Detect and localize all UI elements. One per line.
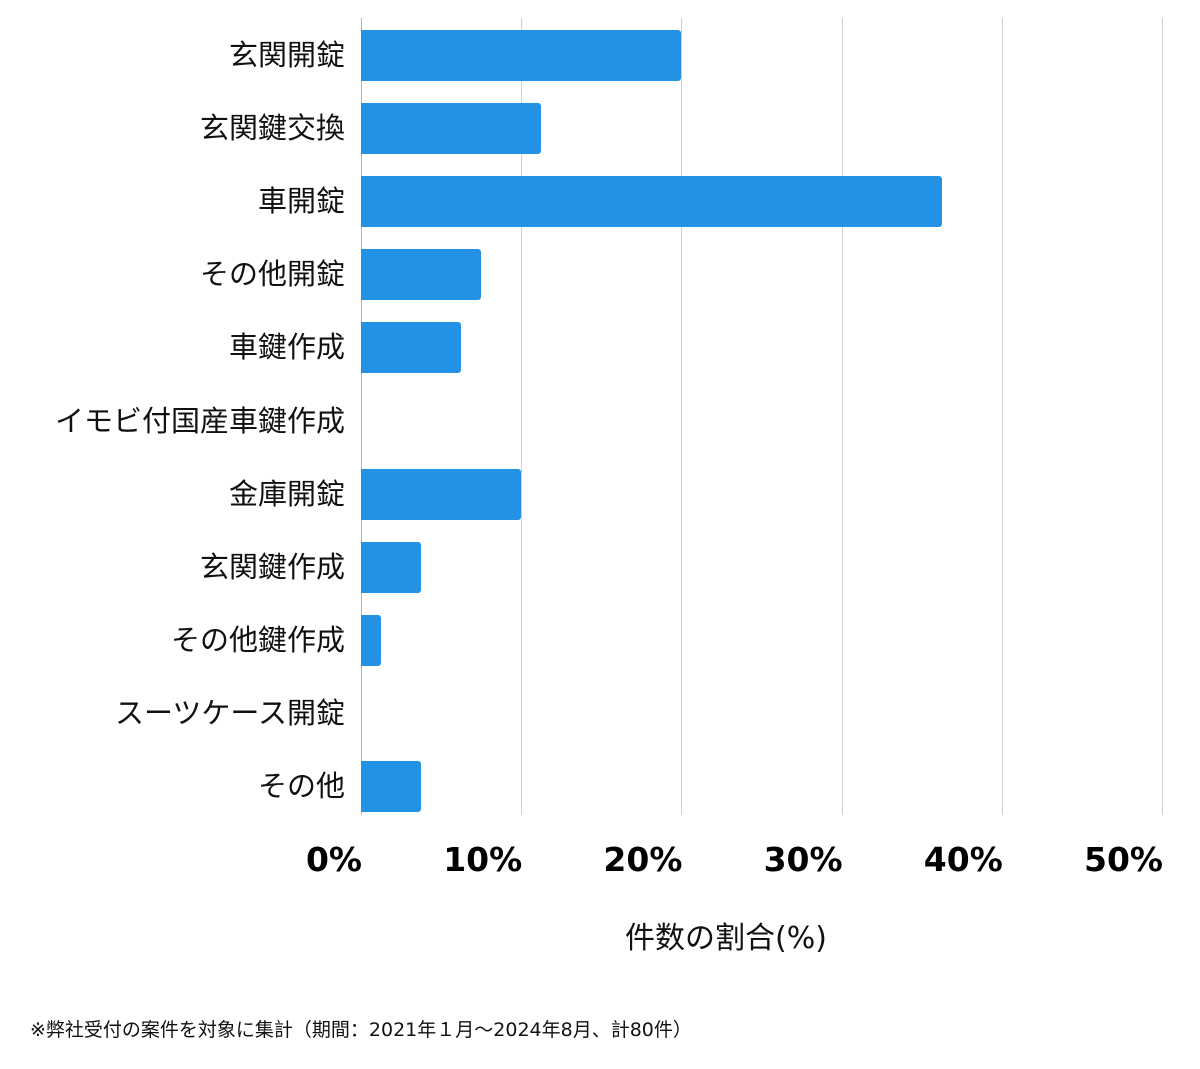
horizontal-bar-chart: 玄関開錠玄関鍵交換車開錠その他開錠車鍵作成イモビ付国産車鍵作成金庫開錠玄関鍵作成… <box>54 18 1163 956</box>
category-label: 車開錠 <box>257 184 345 219</box>
gridline <box>681 18 683 815</box>
bar <box>361 322 462 374</box>
gridline <box>1001 18 1003 815</box>
gridline <box>841 18 843 815</box>
x-tick-label: 10% <box>443 840 523 879</box>
category-label: 金庫開錠 <box>228 476 345 511</box>
category-label: 車鍵作成 <box>228 330 345 365</box>
plot-area <box>361 18 1163 815</box>
bar <box>361 614 382 666</box>
bar <box>361 249 482 301</box>
gridline <box>521 18 523 815</box>
bar <box>361 541 422 593</box>
bar <box>361 468 522 520</box>
category-label: その他開錠 <box>199 257 345 292</box>
bar <box>361 103 542 155</box>
category-label: イモビ付国産車鍵作成 <box>54 403 345 438</box>
category-label: その他鍵作成 <box>170 622 345 657</box>
x-tick-label: 40% <box>923 840 1003 879</box>
category-label: 玄関鍵作成 <box>199 549 345 584</box>
bar <box>361 176 942 228</box>
gridline <box>1162 18 1163 815</box>
gridline <box>361 18 362 815</box>
category-label: その他 <box>257 769 345 803</box>
x-tick-label: 50% <box>1084 840 1163 879</box>
x-tick-label: 20% <box>603 840 683 879</box>
category-label: 玄関鍵交換 <box>199 111 345 146</box>
x-tick-label: 0% <box>305 840 362 879</box>
bar <box>361 30 682 81</box>
x-tick-label: 30% <box>763 840 843 879</box>
bar <box>361 761 422 812</box>
footnote: ※弊社受付の案件を対象に集計（期間：2021年１月〜2024年8月、計80件） <box>30 1019 692 1041</box>
category-label: 玄関開錠 <box>228 38 345 72</box>
category-label: スーツケース開錠 <box>115 695 345 730</box>
x-axis-title: 件数の割合(%) <box>625 921 827 956</box>
